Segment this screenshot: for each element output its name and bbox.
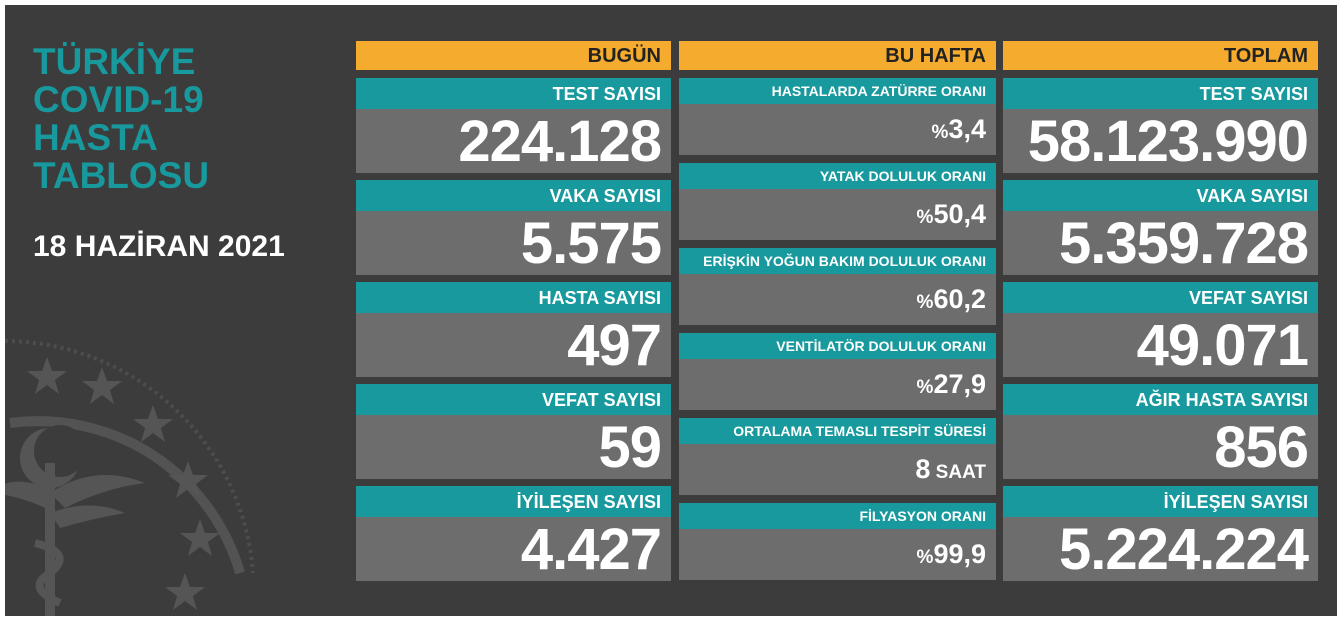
- card-value: 59: [356, 415, 671, 480]
- today-column: BUGÜN TEST SAYISI 224.128 VAKA SAYISI 5.…: [356, 41, 671, 588]
- card-value: 856: [1003, 415, 1318, 480]
- card-value: %60,2: [679, 274, 996, 325]
- value-number: 60,2: [933, 284, 986, 314]
- column-header-today: BUGÜN: [356, 41, 671, 70]
- percent-sign: %: [931, 122, 949, 143]
- card-label: VAKA SAYISI: [1003, 180, 1318, 211]
- card-label: VEFAT SAYISI: [356, 384, 671, 415]
- title-line: TABLOSU: [33, 155, 210, 196]
- today-case-card: VAKA SAYISI 5.575: [356, 180, 671, 276]
- card-label: HASTALARDA ZATÜRRE ORANI: [679, 78, 996, 104]
- card-value: %27,9: [679, 359, 996, 410]
- card-label: TEST SAYISI: [1003, 78, 1318, 109]
- today-death-card: VEFAT SAYISI 59: [356, 384, 671, 480]
- title-line: TÜRKİYE: [33, 41, 196, 82]
- column-header-week: BU HAFTA: [679, 41, 996, 70]
- value-number: 8: [915, 454, 931, 484]
- value-number: 3,4: [948, 114, 986, 144]
- column-header-total: TOPLAM: [1003, 41, 1318, 70]
- card-value: 4.427: [356, 517, 671, 582]
- card-label: İYİLEŞEN SAYISI: [1003, 486, 1318, 517]
- week-filiation-card: FİLYASYON ORANI %99,9: [679, 503, 996, 580]
- card-value: %50,4: [679, 189, 996, 240]
- card-value: %3,4: [679, 104, 996, 155]
- covid-table-board: TÜRKİYE COVID-19 HASTA TABLOSU 18 HAZİRA…: [5, 5, 1337, 616]
- today-patient-card: HASTA SAYISI 497: [356, 282, 671, 378]
- page-title: TÜRKİYE COVID-19 HASTA TABLOSU: [33, 43, 209, 195]
- card-label: TEST SAYISI: [356, 78, 671, 109]
- value-number: 50,4: [933, 199, 986, 229]
- card-label: VENTİLATÖR DOLULUK ORANI: [679, 333, 996, 359]
- total-test-card: TEST SAYISI 58.123.990: [1003, 78, 1318, 174]
- week-pneumonia-card: HASTALARDA ZATÜRRE ORANI %3,4: [679, 78, 996, 155]
- week-column: BU HAFTA HASTALARDA ZATÜRRE ORANI %3,4 Y…: [679, 41, 996, 588]
- card-value: 49.071: [1003, 313, 1318, 378]
- card-label: ERİŞKİN YOĞUN BAKIM DOLULUK ORANI: [679, 248, 996, 274]
- week-ventilator-card: VENTİLATÖR DOLULUK ORANI %27,9: [679, 333, 996, 410]
- card-value: 497: [356, 313, 671, 378]
- card-label: VEFAT SAYISI: [1003, 282, 1318, 313]
- value-number: 99,9: [933, 539, 986, 569]
- card-value: 224.128: [356, 109, 671, 174]
- week-bed-occupancy-card: YATAK DOLULUK ORANI %50,4: [679, 163, 996, 240]
- value-number: 27,9: [933, 369, 986, 399]
- today-recovered-card: İYİLEŞEN SAYISI 4.427: [356, 486, 671, 582]
- report-date: 18 HAZİRAN 2021: [33, 230, 285, 263]
- percent-sign: %: [916, 377, 934, 398]
- week-icu-occupancy-card: ERİŞKİN YOĞUN BAKIM DOLULUK ORANI %60,2: [679, 248, 996, 325]
- card-label: AĞIR HASTA SAYISI: [1003, 384, 1318, 415]
- card-label: YATAK DOLULUK ORANI: [679, 163, 996, 189]
- total-death-card: VEFAT SAYISI 49.071: [1003, 282, 1318, 378]
- percent-sign: %: [916, 292, 934, 313]
- today-test-card: TEST SAYISI 224.128: [356, 78, 671, 174]
- percent-sign: %: [916, 547, 934, 568]
- total-severe-card: AĞIR HASTA SAYISI 856: [1003, 384, 1318, 480]
- card-label: HASTA SAYISI: [356, 282, 671, 313]
- total-column: TOPLAM TEST SAYISI 58.123.990 VAKA SAYIS…: [1003, 41, 1318, 588]
- card-value: 5.224.224: [1003, 517, 1318, 582]
- title-line: HASTA: [33, 117, 158, 158]
- card-label: İYİLEŞEN SAYISI: [356, 486, 671, 517]
- card-label: FİLYASYON ORANI: [679, 503, 996, 529]
- card-label: VAKA SAYISI: [356, 180, 671, 211]
- card-value: 5.359.728: [1003, 211, 1318, 276]
- value-unit: SAAT: [930, 462, 986, 483]
- card-value: %99,9: [679, 529, 996, 580]
- card-label: ORTALAMA TEMASLI TESPİT SÜRESİ: [679, 418, 996, 444]
- card-value: 5.575: [356, 211, 671, 276]
- ministry-of-health-emblem-icon: [5, 339, 255, 616]
- title-line: COVID-19: [33, 79, 204, 120]
- card-value: 58.123.990: [1003, 109, 1318, 174]
- total-recovered-card: İYİLEŞEN SAYISI 5.224.224: [1003, 486, 1318, 582]
- week-contact-time-card: ORTALAMA TEMASLI TESPİT SÜRESİ 8 SAAT: [679, 418, 996, 495]
- percent-sign: %: [916, 207, 934, 228]
- total-case-card: VAKA SAYISI 5.359.728: [1003, 180, 1318, 276]
- card-value: 8 SAAT: [679, 444, 996, 495]
